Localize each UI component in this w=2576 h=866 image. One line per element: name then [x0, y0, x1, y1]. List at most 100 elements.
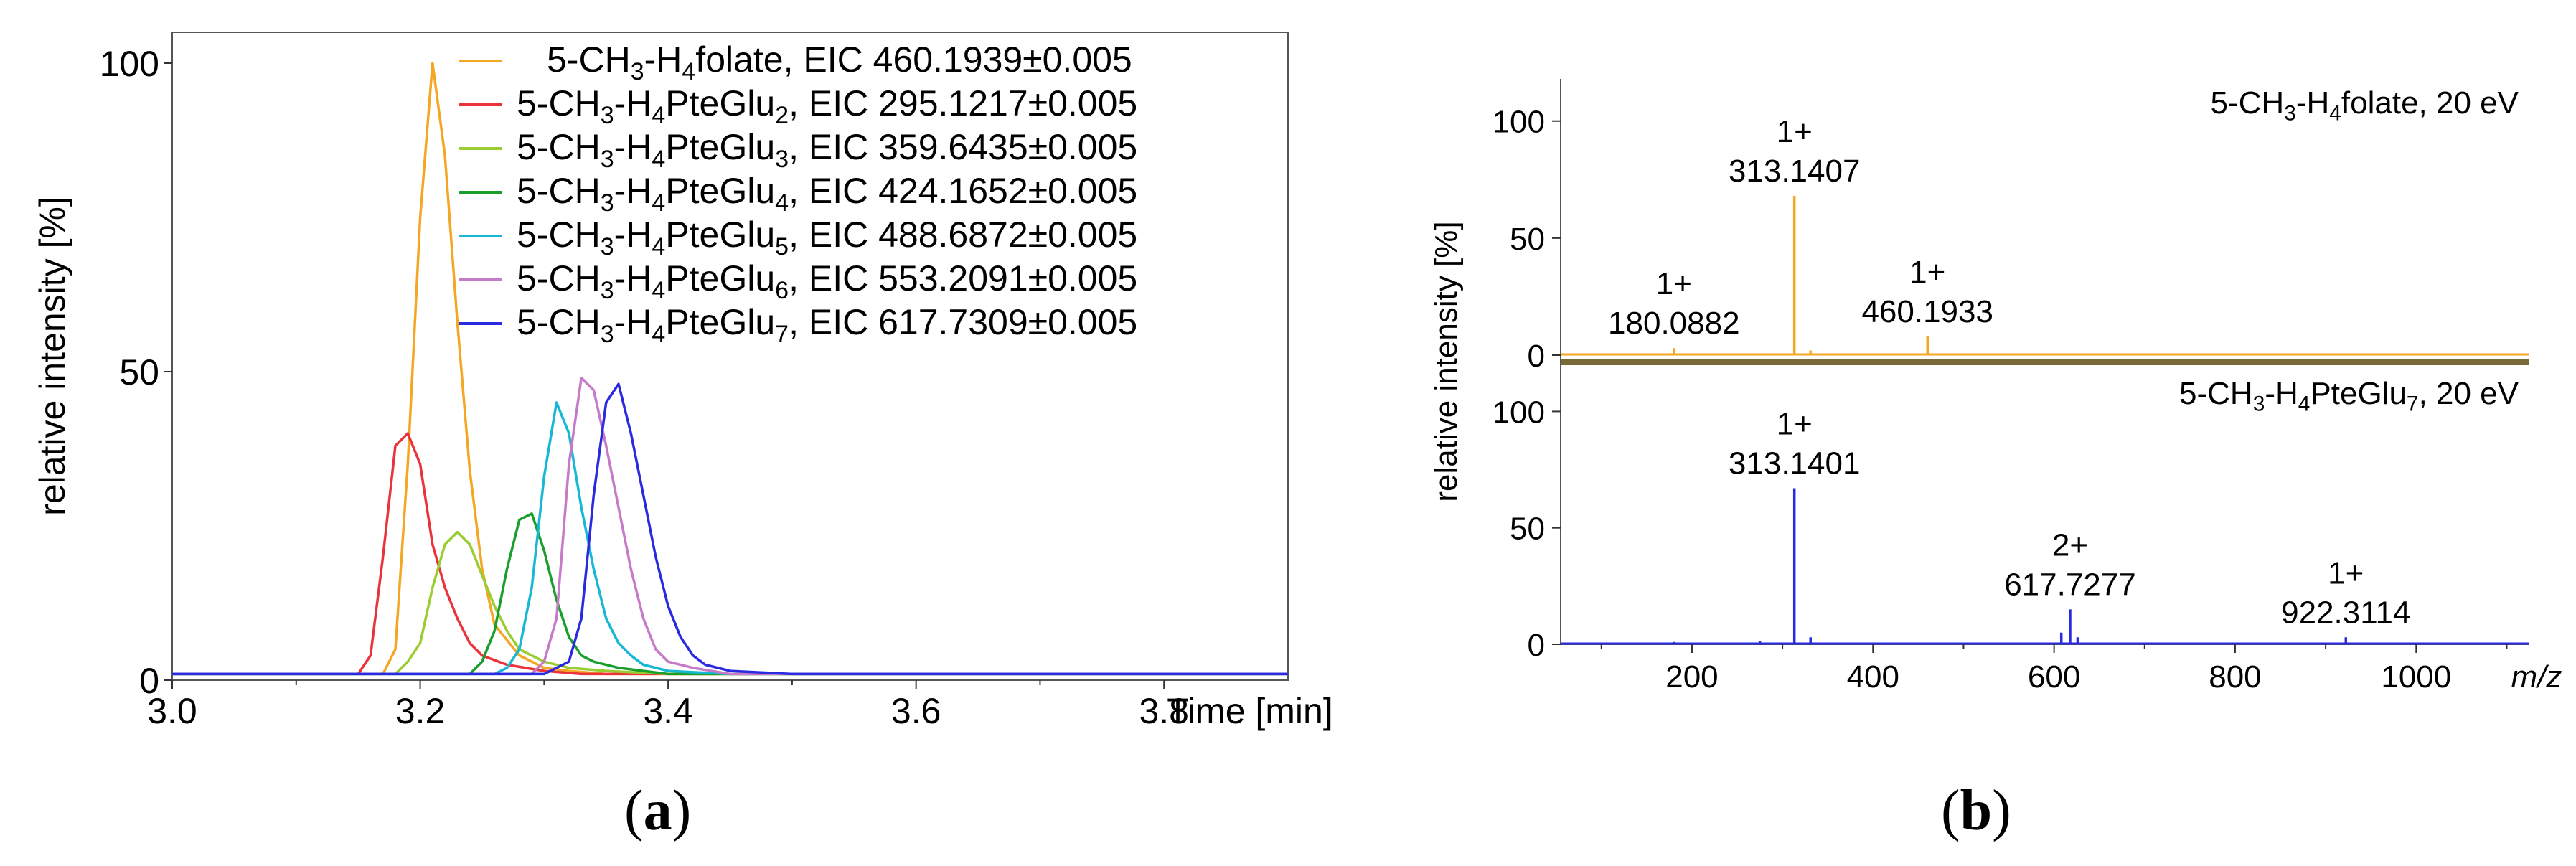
caption-a: (a): [624, 779, 692, 842]
caption-b: (b): [1941, 779, 2011, 842]
subscript: 3: [601, 277, 614, 304]
text-span: 5-CH: [517, 258, 601, 298]
subscript: 3: [2284, 102, 2296, 126]
text-span: 5-CH: [517, 215, 601, 255]
peak-label: 460.1933: [1861, 294, 1993, 329]
x-tick-label: 3.8: [1139, 691, 1189, 731]
subscript: 3: [775, 146, 789, 173]
x-tick-label: 400: [1847, 659, 1899, 695]
peak-charge-label: 2+: [2052, 527, 2088, 563]
legend-label-4: 5-CH3-H4PteGlu4, EIC 424.1652±0.005: [517, 171, 1137, 217]
x-axis-label: Time [min]: [1167, 691, 1333, 731]
subplot-title-1: 5-CH3-H4folate, 20 eV: [2211, 85, 2519, 126]
subscript: 3: [631, 58, 644, 85]
text-span: 5-CH: [517, 171, 601, 211]
text-span: PteGlu: [665, 302, 775, 342]
peak-charge-label: 1+: [1777, 114, 1813, 149]
subscript: 4: [2298, 392, 2311, 416]
text-span: 5-CH: [517, 127, 601, 167]
plot-frame: [171, 32, 1289, 681]
y-tick-label: 100: [100, 44, 159, 84]
y-tick-label: 0: [1528, 628, 1545, 663]
y-tick-label: 50: [119, 352, 159, 392]
subscript: 5: [775, 233, 789, 260]
x-tick-label: 3.2: [395, 691, 446, 731]
text-span: PteGlu: [665, 127, 775, 167]
subscript: 4: [652, 233, 665, 260]
text-span: PteGlu: [2310, 376, 2407, 411]
subscript: 3: [601, 189, 614, 217]
text-span: -H: [614, 215, 652, 255]
y-tick-label: 100: [1493, 105, 1545, 140]
series-line-2: [172, 432, 1288, 676]
text-span: 5-CH: [2211, 85, 2285, 121]
text-span: PteGlu: [665, 171, 775, 211]
x-axis-label: m/z: [2511, 659, 2562, 695]
peak-charge-label: 1+: [1656, 266, 1692, 301]
series-line-4: [172, 512, 1288, 676]
text-span: folate, EIC 460.1939±0.005: [695, 39, 1132, 80]
text-span: 5-CH: [2179, 376, 2253, 411]
x-tick-label: 1000: [2381, 659, 2451, 695]
y-tick-label: 0: [139, 661, 159, 701]
x-tick-label: 600: [2028, 659, 2080, 695]
subscript: 7: [775, 321, 789, 348]
text-span: , 20 eV: [2419, 376, 2519, 411]
series-line-3: [172, 530, 1288, 676]
text-span: -H: [2265, 376, 2298, 411]
text-span: -H: [644, 39, 682, 80]
x-tick-label: 3.4: [643, 691, 693, 731]
legend-label-6: 5-CH3-H4PteGlu6, EIC 553.2091±0.005: [517, 258, 1137, 304]
y-axis-label: relative intensity [%]: [1429, 221, 1464, 502]
text-span: -H: [614, 302, 652, 342]
subplot-separator: [1561, 359, 2529, 365]
x-tick-label: 200: [1665, 659, 1718, 695]
peak-label: 313.1407: [1729, 154, 1861, 189]
subscript: 4: [2329, 102, 2341, 126]
text-span: 5-CH: [517, 302, 601, 342]
series-line-1: [172, 62, 1288, 676]
y-tick-label: 50: [1510, 512, 1545, 547]
text-span: 5-CH: [547, 39, 631, 80]
text-span: -H: [614, 171, 652, 211]
subscript: 6: [775, 277, 789, 304]
text-span: PteGlu: [665, 258, 775, 298]
text-span: , EIC 424.1652±0.005: [789, 171, 1137, 211]
peak-label: 180.0882: [1608, 306, 1740, 341]
text-span: , EIC 488.6872±0.005: [789, 215, 1137, 255]
peak-charge-label: 1+: [1777, 407, 1813, 442]
series-line-7: [172, 382, 1288, 676]
text-span: -H: [2296, 85, 2329, 121]
y-tick-label: 100: [1493, 395, 1545, 430]
text-span: 5-CH: [517, 83, 601, 123]
y-tick-label: 0: [1528, 339, 1545, 374]
y-axis-label: relative intensity [%]: [32, 197, 72, 516]
y-tick-label: 50: [1510, 222, 1545, 257]
x-tick-label: 800: [2209, 659, 2261, 695]
text-span: , EIC 295.1217±0.005: [789, 83, 1137, 123]
text-span: -H: [614, 127, 652, 167]
subscript: 4: [775, 189, 789, 217]
x-tick-label: 3.6: [891, 691, 941, 731]
text-span: -H: [614, 83, 652, 123]
peak-label: 313.1401: [1729, 446, 1861, 481]
text-span: , EIC 553.2091±0.005: [789, 258, 1137, 298]
text-span: PteGlu: [665, 215, 775, 255]
subscript: 4: [652, 321, 665, 348]
legend-label-3: 5-CH3-H4PteGlu3, EIC 359.6435±0.005: [517, 127, 1137, 173]
text-span: folate, 20 eV: [2341, 85, 2519, 121]
text-span: , EIC 359.6435±0.005: [789, 127, 1137, 167]
text-span: PteGlu: [665, 83, 775, 123]
peak-charge-label: 1+: [1909, 255, 1945, 290]
subscript: 7: [2407, 392, 2419, 416]
subscript: 3: [601, 233, 614, 260]
subscript: 4: [682, 58, 695, 85]
series-line-5: [172, 401, 1288, 676]
subscript: 4: [652, 102, 665, 129]
text-span: -H: [614, 258, 652, 298]
subscript: 3: [2253, 392, 2265, 416]
subscript: 4: [652, 189, 665, 217]
x-tick-label: 3.0: [147, 691, 197, 731]
